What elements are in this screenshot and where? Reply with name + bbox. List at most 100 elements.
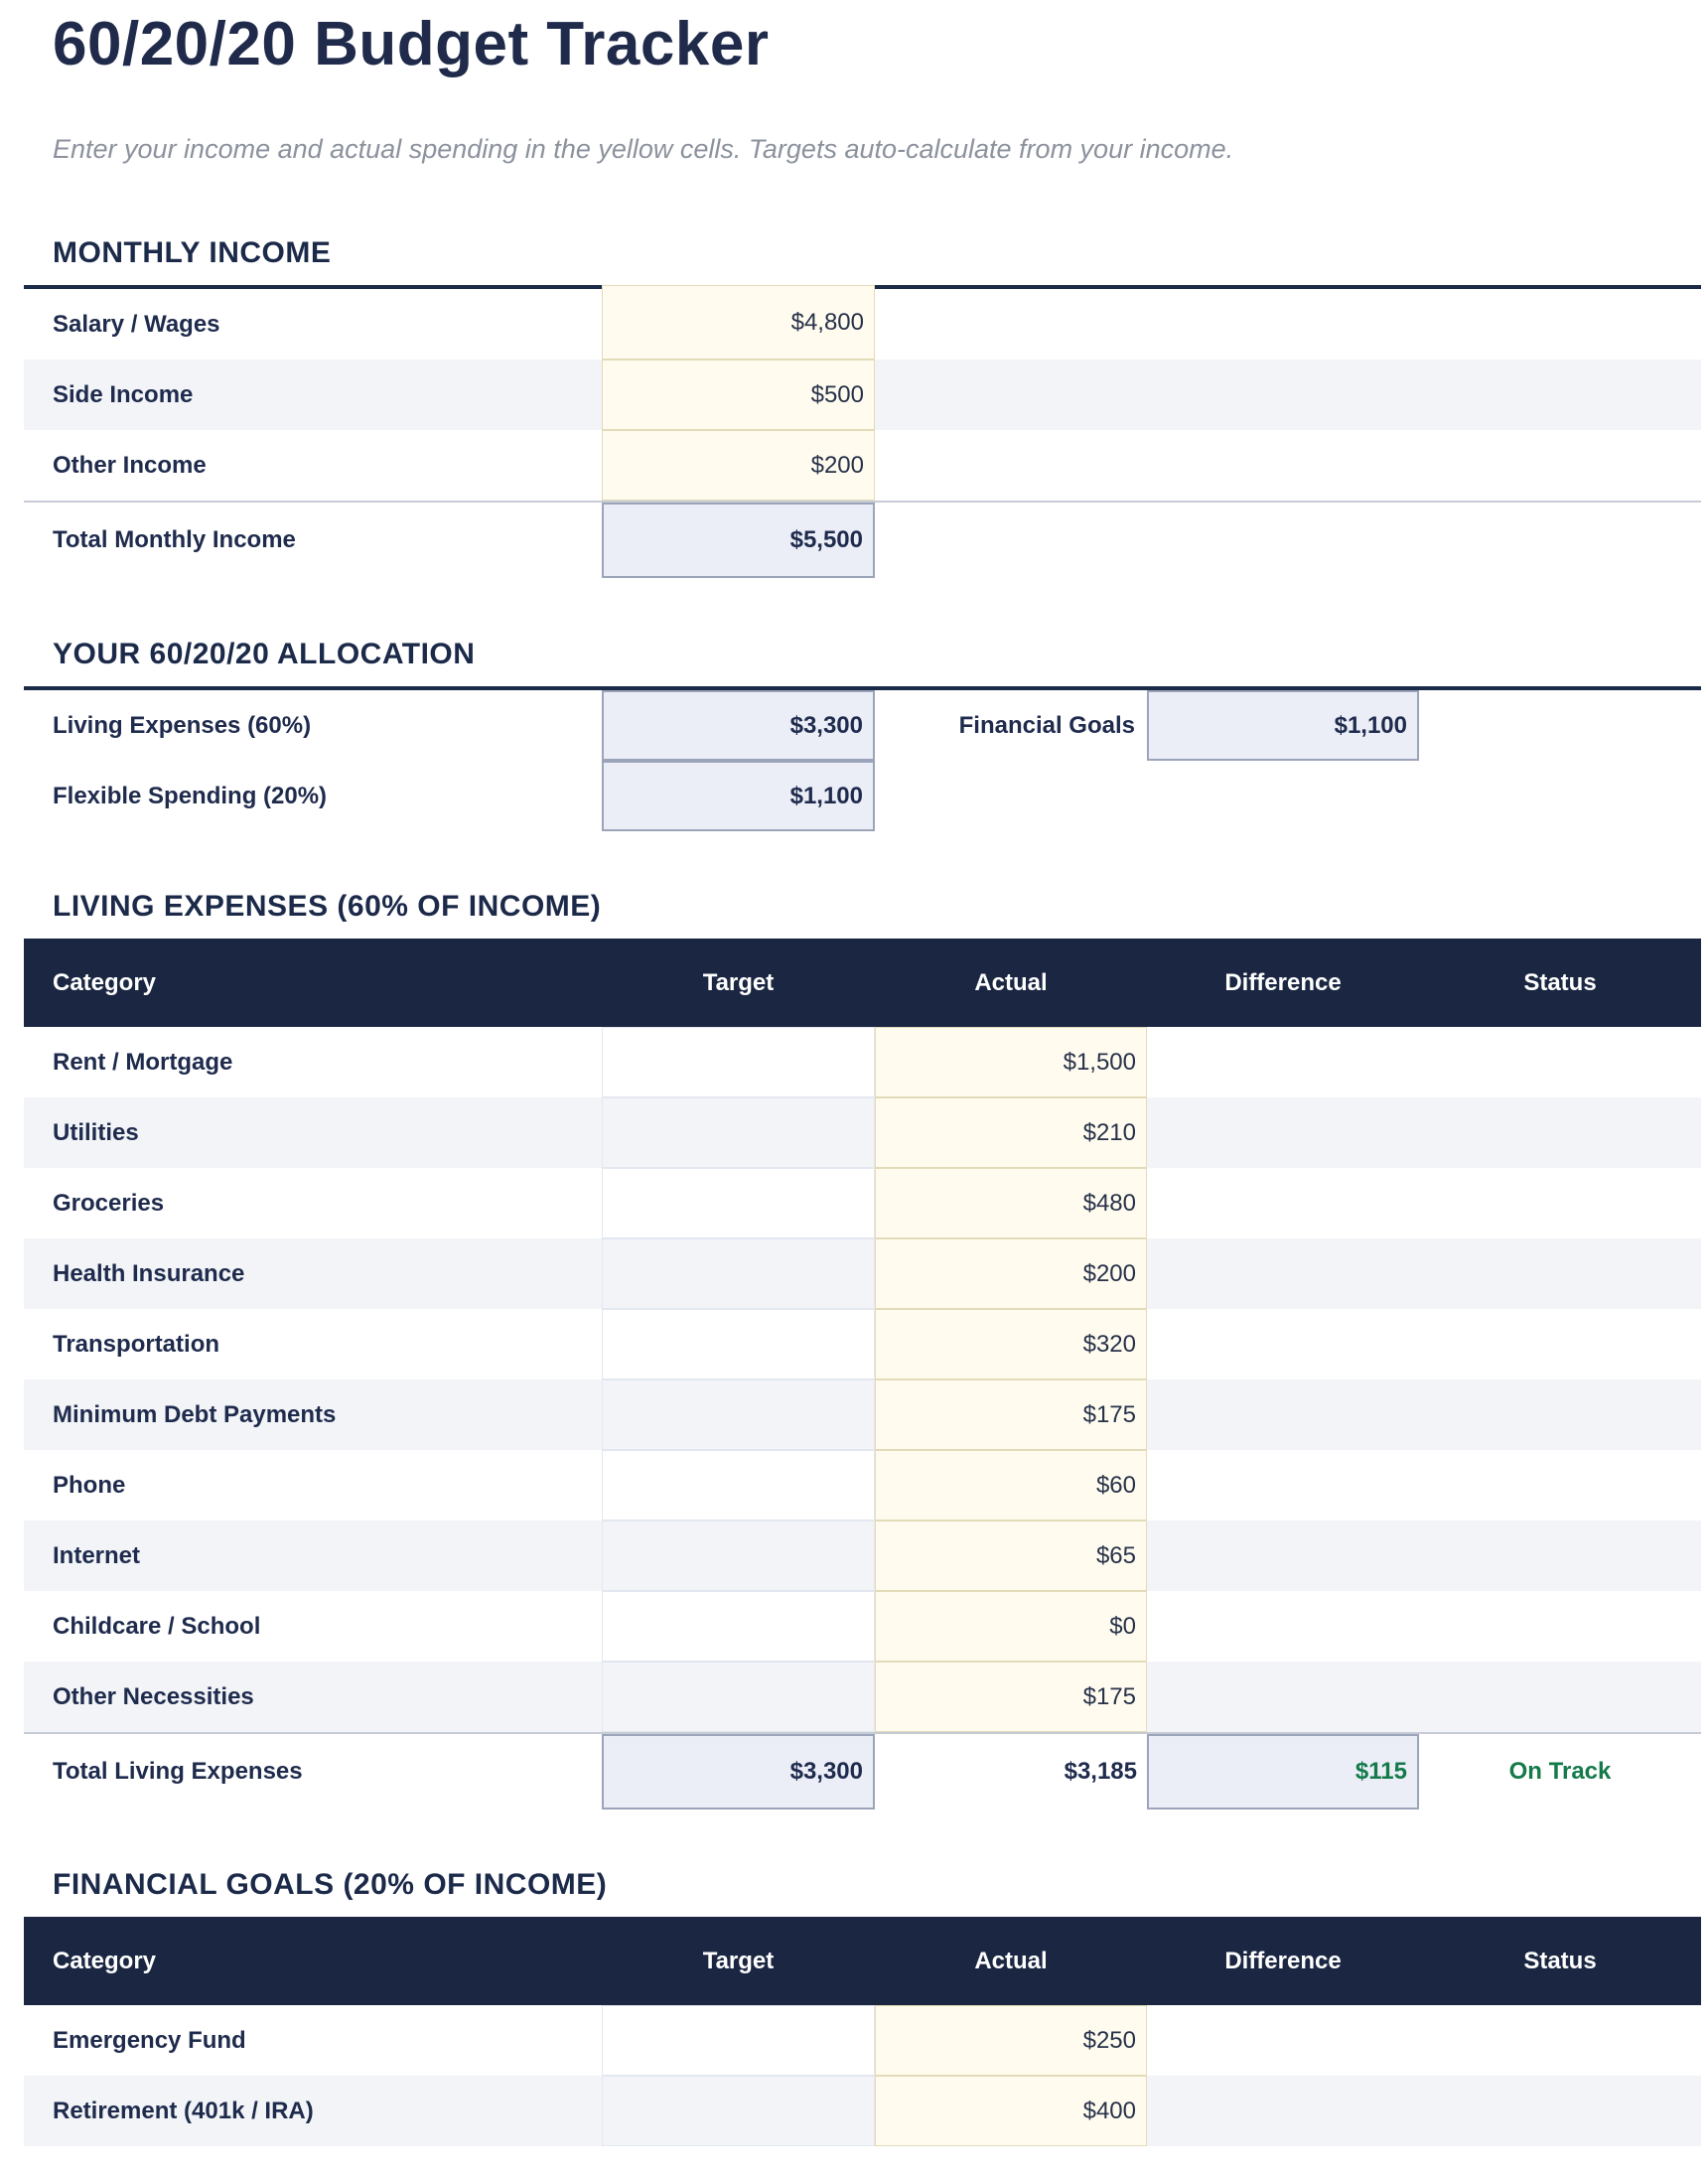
- expense-category: Transportation: [53, 1330, 220, 1358]
- allocation-table: Living Expenses (60%) $3,300 Financial G…: [24, 686, 1701, 831]
- target-cell: [602, 1309, 875, 1379]
- table-row: Internet $65: [24, 1521, 1701, 1591]
- target-cell: [602, 1238, 875, 1309]
- difference-cell: [1147, 1027, 1419, 1097]
- living-expenses-heading: LIVING EXPENSES (60% OF INCOME): [53, 890, 602, 923]
- goal-category: Emergency Fund: [53, 2026, 246, 2054]
- difference-cell: [1147, 1309, 1419, 1379]
- total-label: Total Living Expenses: [53, 1758, 303, 1785]
- expense-category: Internet: [53, 1541, 141, 1569]
- table-row: Emergency Fund $250: [24, 2005, 1701, 2076]
- income-input-cell[interactable]: $500: [602, 360, 875, 430]
- column-header-actual: Actual: [974, 1947, 1048, 1974]
- income-label: Side Income: [53, 380, 194, 408]
- status-cell: [1419, 1027, 1701, 1097]
- target-cell: [602, 1450, 875, 1521]
- actual-input-cell[interactable]: $65: [875, 1521, 1147, 1591]
- living-expenses-total-row: Total Living Expenses $3,300 $3,185 $115…: [24, 1732, 1701, 1810]
- expense-category: Minimum Debt Payments: [53, 1400, 337, 1428]
- allocation-computed-cell: $1,100: [1147, 690, 1419, 761]
- actual-input-cell[interactable]: $60: [875, 1450, 1147, 1521]
- actual-input-cell[interactable]: $250: [875, 2005, 1147, 2076]
- monthly-income-heading: MONTHLY INCOME: [53, 236, 332, 269]
- status-cell: [1419, 1521, 1701, 1591]
- status-cell: [1419, 1450, 1701, 1521]
- status-cell: [1419, 1379, 1701, 1450]
- table-row: Flexible Spending (20%) $1,100: [24, 761, 1701, 831]
- allocation-computed-cell: $3,300: [602, 690, 875, 761]
- income-total-cell: $5,500: [602, 503, 875, 578]
- status-cell: [1419, 1309, 1701, 1379]
- expense-category: Utilities: [53, 1118, 139, 1146]
- actual-input-cell[interactable]: $480: [875, 1168, 1147, 1238]
- table-row: Minimum Debt Payments $175: [24, 1379, 1701, 1450]
- column-header-difference: Difference: [1224, 968, 1342, 996]
- table-row: Childcare / School $0: [24, 1591, 1701, 1662]
- financial-goals-heading: FINANCIAL GOALS (20% OF INCOME): [53, 1868, 608, 1901]
- table-row: Retirement (401k / IRA) $400: [24, 2076, 1701, 2146]
- expense-category: Groceries: [53, 1189, 165, 1217]
- actual-input-cell[interactable]: $175: [875, 1662, 1147, 1732]
- table-row: Transportation $320: [24, 1309, 1701, 1379]
- status-badge: On Track: [1508, 1758, 1612, 1785]
- table-header-row: Category Target Actual Difference Status: [24, 1917, 1701, 2005]
- status-cell: [1419, 1591, 1701, 1662]
- page-title: 60/20/20 Budget Tracker: [53, 10, 770, 78]
- difference-cell: [1147, 1450, 1419, 1521]
- table-row: Utilities $210: [24, 1097, 1701, 1168]
- target-cell: [602, 2005, 875, 2076]
- expense-category: Phone: [53, 1471, 126, 1499]
- column-header-actual: Actual: [974, 968, 1048, 996]
- target-cell: [602, 1027, 875, 1097]
- table-row: Living Expenses (60%) $3,300 Financial G…: [24, 690, 1701, 761]
- financial-goals-section: FINANCIAL GOALS (20% OF INCOME) Category…: [24, 1868, 1701, 2146]
- difference-cell: [1147, 1379, 1419, 1450]
- target-cell: [602, 1521, 875, 1591]
- expense-category: Rent / Mortgage: [53, 1048, 233, 1076]
- table-header-row: Category Target Actual Difference Status: [24, 939, 1701, 1027]
- monthly-income-section: MONTHLY INCOME Salary / Wages $4,800 Sid…: [24, 236, 1701, 578]
- actual-input-cell[interactable]: $200: [875, 1238, 1147, 1309]
- goal-category: Retirement (401k / IRA): [53, 2097, 314, 2124]
- table-row: Other Necessities $175: [24, 1662, 1701, 1732]
- status-cell: [1419, 1097, 1701, 1168]
- difference-cell: [1147, 1662, 1419, 1732]
- income-input-cell[interactable]: $4,800: [602, 285, 875, 360]
- actual-input-cell[interactable]: $210: [875, 1097, 1147, 1168]
- allocation-section: YOUR 60/20/20 ALLOCATION Living Expenses…: [24, 638, 1701, 831]
- target-cell: [602, 1662, 875, 1732]
- status-cell: [1419, 1662, 1701, 1732]
- target-cell: [602, 1168, 875, 1238]
- living-expenses-section: LIVING EXPENSES (60% OF INCOME) Category…: [24, 890, 1701, 1810]
- column-header-category: Category: [53, 1947, 157, 1974]
- actual-input-cell[interactable]: $1,500: [875, 1027, 1147, 1097]
- allocation-computed-cell: $1,100: [602, 761, 875, 831]
- status-cell: [1419, 1168, 1701, 1238]
- income-total-row: Total Monthly Income $5,500: [24, 501, 1701, 578]
- allocation-heading: YOUR 60/20/20 ALLOCATION: [53, 638, 476, 670]
- monthly-income-table: Salary / Wages $4,800 Side Income $500 O…: [24, 285, 1701, 578]
- column-header-difference: Difference: [1224, 1947, 1342, 1974]
- table-row: Phone $60: [24, 1450, 1701, 1521]
- actual-input-cell[interactable]: $175: [875, 1379, 1147, 1450]
- total-actual-cell: $3,185: [1064, 1758, 1137, 1785]
- allocation-label: Living Expenses (60%): [53, 711, 312, 739]
- allocation-label: Flexible Spending (20%): [53, 782, 328, 809]
- allocation-label: Financial Goals: [958, 711, 1135, 739]
- target-cell: [602, 1379, 875, 1450]
- actual-input-cell[interactable]: $0: [875, 1591, 1147, 1662]
- income-input-cell[interactable]: $200: [602, 430, 875, 501]
- page-subtitle: Enter your income and actual spending in…: [53, 134, 1234, 164]
- expense-category: Health Insurance: [53, 1259, 245, 1287]
- difference-cell: [1147, 2076, 1419, 2146]
- table-row: Salary / Wages $4,800: [24, 285, 1701, 360]
- status-cell: [1419, 1238, 1701, 1309]
- column-header-category: Category: [53, 968, 157, 996]
- actual-input-cell[interactable]: $320: [875, 1309, 1147, 1379]
- status-cell: [1419, 2076, 1701, 2146]
- expense-category: Childcare / School: [53, 1612, 261, 1640]
- total-difference-cell: $115: [1147, 1734, 1419, 1810]
- table-top-rule: [24, 686, 1701, 690]
- actual-input-cell[interactable]: $400: [875, 2076, 1147, 2146]
